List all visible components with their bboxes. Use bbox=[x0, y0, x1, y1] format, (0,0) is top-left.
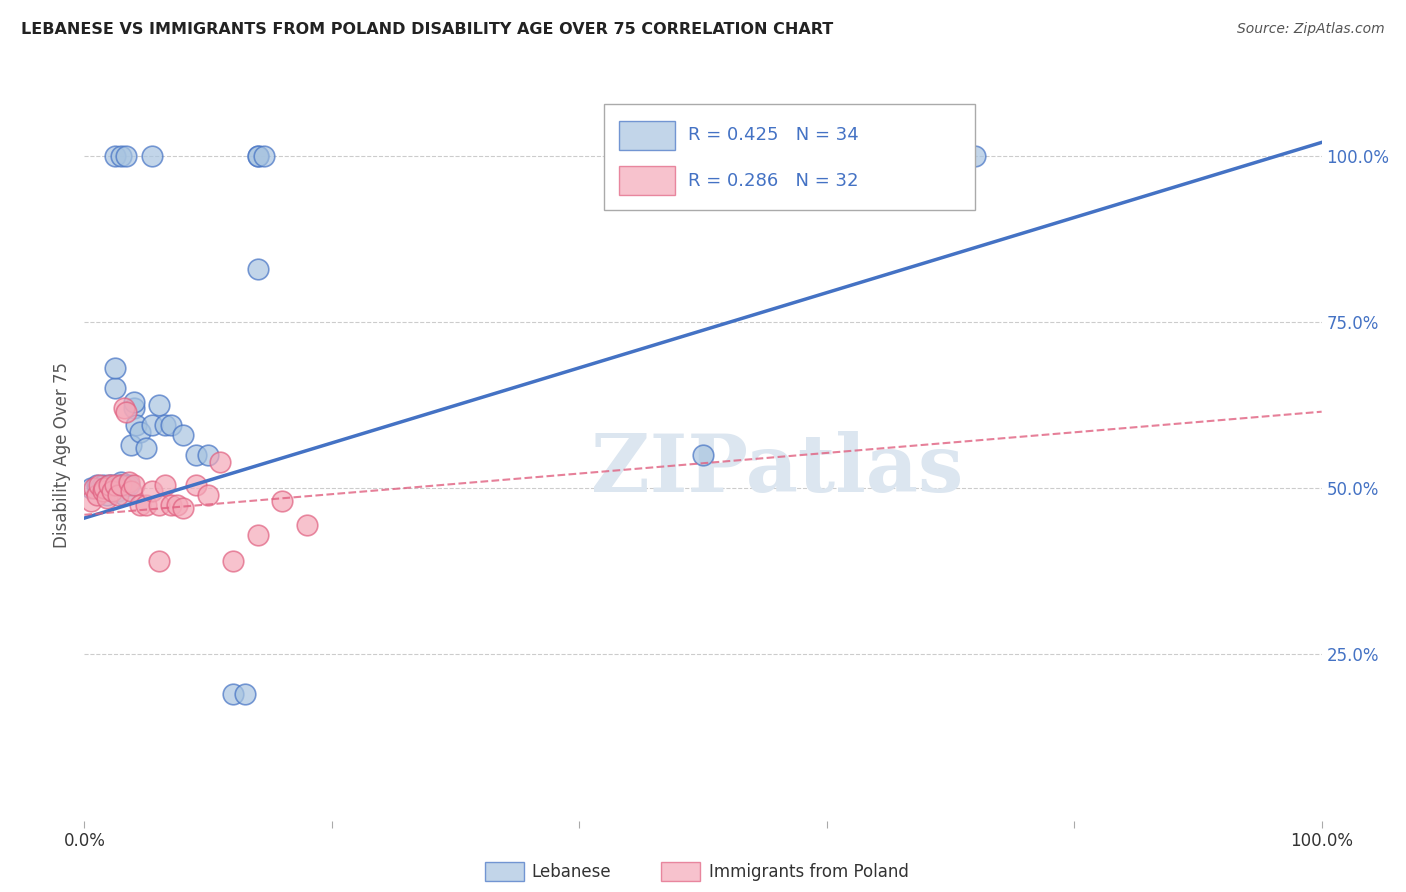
Point bbox=[108, 478, 131, 492]
Point bbox=[112, 488, 135, 502]
Point bbox=[100, 484, 122, 499]
Point bbox=[172, 501, 194, 516]
Point bbox=[148, 554, 170, 568]
Point bbox=[107, 484, 129, 499]
Point bbox=[100, 484, 122, 499]
Point bbox=[120, 484, 142, 499]
Point bbox=[104, 478, 127, 492]
Point bbox=[253, 149, 276, 163]
Text: Immigrants from Poland: Immigrants from Poland bbox=[709, 863, 908, 881]
Point bbox=[148, 398, 170, 412]
Point bbox=[115, 405, 138, 419]
Point bbox=[104, 149, 127, 163]
Point bbox=[93, 481, 115, 495]
Point bbox=[160, 417, 183, 432]
Point bbox=[125, 417, 148, 432]
Point bbox=[246, 261, 269, 276]
Point bbox=[222, 687, 245, 701]
Point bbox=[122, 478, 145, 492]
Point bbox=[110, 149, 132, 163]
Point bbox=[98, 478, 121, 492]
Point bbox=[112, 401, 135, 416]
Bar bbox=[619, 120, 675, 150]
Point bbox=[89, 481, 111, 495]
Point bbox=[110, 478, 132, 492]
Text: R = 0.425   N = 34: R = 0.425 N = 34 bbox=[688, 126, 859, 144]
Point bbox=[107, 488, 129, 502]
Point bbox=[122, 394, 145, 409]
Point bbox=[79, 494, 101, 508]
Text: ZIPatlas: ZIPatlas bbox=[591, 431, 963, 508]
Point bbox=[120, 438, 142, 452]
Point bbox=[86, 488, 108, 502]
Point bbox=[122, 401, 145, 416]
Point bbox=[96, 488, 118, 502]
Point bbox=[100, 478, 122, 492]
Point bbox=[129, 425, 152, 439]
Bar bbox=[619, 166, 675, 195]
Point bbox=[115, 149, 138, 163]
Point bbox=[118, 478, 141, 492]
Point bbox=[197, 448, 219, 462]
Point bbox=[104, 381, 127, 395]
Point bbox=[110, 475, 132, 489]
Point bbox=[271, 494, 294, 508]
Point bbox=[246, 527, 269, 541]
Point bbox=[246, 149, 269, 163]
FancyBboxPatch shape bbox=[605, 103, 976, 210]
Point bbox=[79, 481, 101, 495]
Point bbox=[89, 478, 111, 492]
Point bbox=[222, 554, 245, 568]
Text: Source: ZipAtlas.com: Source: ZipAtlas.com bbox=[1237, 22, 1385, 37]
Point bbox=[246, 149, 269, 163]
Point bbox=[166, 498, 188, 512]
Point bbox=[86, 478, 108, 492]
Point bbox=[184, 478, 207, 492]
Text: LEBANESE VS IMMIGRANTS FROM POLAND DISABILITY AGE OVER 75 CORRELATION CHART: LEBANESE VS IMMIGRANTS FROM POLAND DISAB… bbox=[21, 22, 834, 37]
Point bbox=[135, 442, 157, 456]
Point bbox=[148, 498, 170, 512]
Point bbox=[233, 687, 256, 701]
Point bbox=[96, 491, 118, 505]
Point bbox=[93, 481, 115, 495]
Point bbox=[295, 517, 318, 532]
Point bbox=[184, 448, 207, 462]
Point bbox=[197, 488, 219, 502]
Point bbox=[141, 417, 163, 432]
Point bbox=[172, 428, 194, 442]
Point bbox=[160, 498, 183, 512]
Point bbox=[209, 454, 232, 468]
Point bbox=[115, 478, 138, 492]
Point bbox=[153, 417, 176, 432]
Point bbox=[965, 149, 987, 163]
Text: R = 0.286   N = 32: R = 0.286 N = 32 bbox=[688, 171, 859, 190]
Point bbox=[141, 484, 163, 499]
Point bbox=[110, 478, 132, 492]
Y-axis label: Disability Age Over 75: Disability Age Over 75 bbox=[53, 362, 72, 548]
Point bbox=[91, 478, 114, 492]
Point bbox=[692, 448, 714, 462]
Point bbox=[83, 481, 105, 495]
Text: Lebanese: Lebanese bbox=[531, 863, 612, 881]
Point bbox=[91, 484, 114, 499]
Point bbox=[129, 498, 152, 512]
Point bbox=[98, 478, 121, 492]
Point bbox=[104, 361, 127, 376]
Point bbox=[118, 475, 141, 489]
Point bbox=[135, 498, 157, 512]
Point bbox=[153, 478, 176, 492]
Point bbox=[141, 149, 163, 163]
